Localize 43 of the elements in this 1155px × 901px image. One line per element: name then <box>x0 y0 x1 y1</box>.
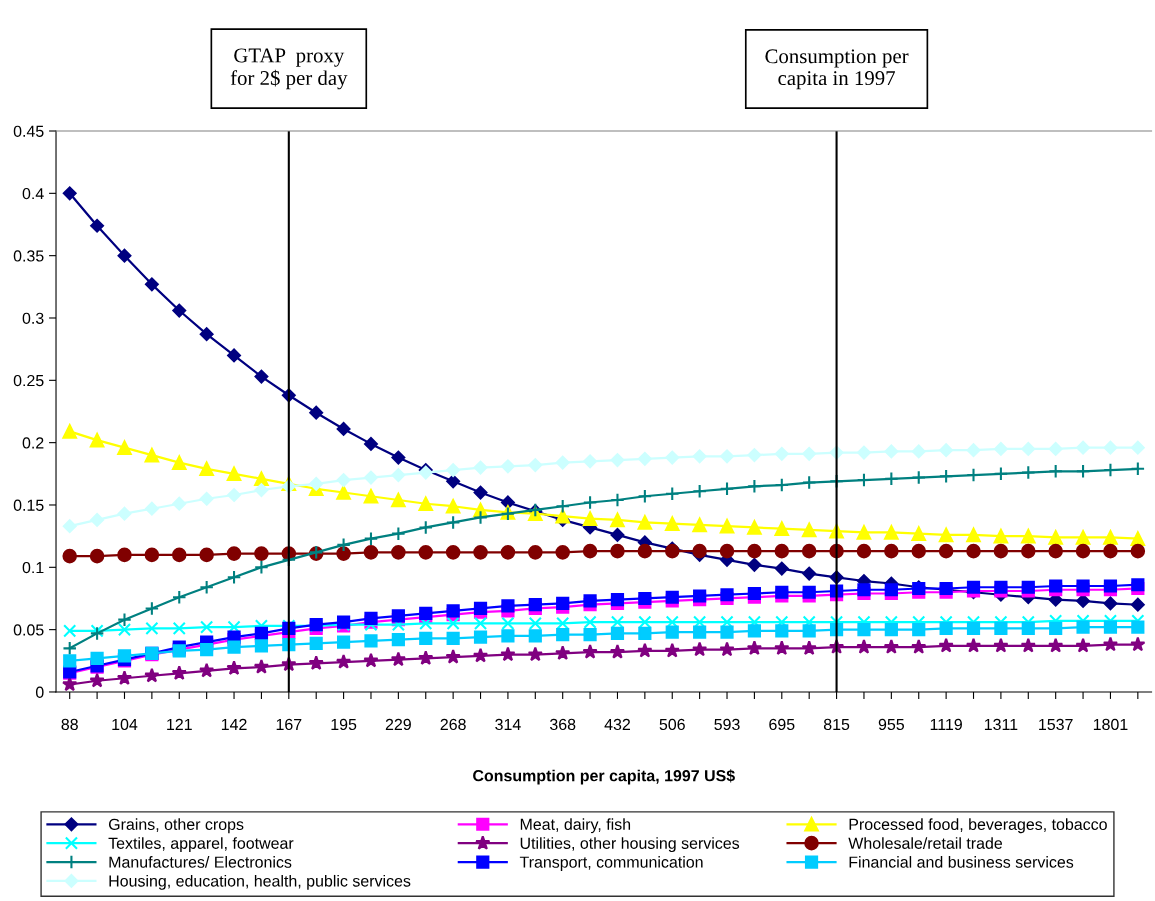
x-axis-title: Consumption per capita, 1997 US$ <box>473 769 735 785</box>
x-tick-label: 1119 <box>930 718 962 731</box>
x-tick-label: 195 <box>331 718 357 731</box>
ref-line-label: GTAP proxy for 2$ per day <box>230 48 348 90</box>
x-tick-label: 506 <box>659 718 685 731</box>
y-tick-label: 0.3 <box>22 312 44 324</box>
x-tick-label: 593 <box>714 718 740 731</box>
y-tick-label: 0.45 <box>13 125 44 137</box>
legend-label: Grains, other crops <box>108 818 244 834</box>
x-tick-label: 955 <box>878 718 905 731</box>
x-tick-label: 229 <box>385 718 411 731</box>
y-tick-label: 0.35 <box>13 250 44 262</box>
ref-line-label: Consumption per capita in 1997 <box>765 49 909 90</box>
x-tick-label: 368 <box>549 718 576 731</box>
x-tick-label: 1537 <box>1039 718 1073 731</box>
x-tick-label: 268 <box>440 718 466 731</box>
y-tick-label: 0.15 <box>13 499 44 511</box>
legend-label: Housing, education, health, public services <box>109 874 411 890</box>
x-tick-label: 1311 <box>984 718 1018 731</box>
x-tick-label: 88 <box>61 718 78 731</box>
x-tick-label: 695 <box>769 718 795 731</box>
x-tick-label: 432 <box>604 718 630 731</box>
y-tick-label: 0.1 <box>22 561 44 574</box>
y-tick-label: 0.25 <box>13 374 44 387</box>
legend-label: Textiles, apparel, footwear <box>108 837 294 853</box>
x-tick-label: 121 <box>167 718 192 730</box>
x-tick-label: 1801 <box>1093 718 1128 731</box>
y-tick-label: 0.05 <box>13 624 44 636</box>
y-tick-label: 0 <box>35 686 44 698</box>
y-tick-label: 0.4 <box>22 187 44 200</box>
legend-label: Meat, dairy, fish <box>520 818 631 834</box>
x-tick-label: 104 <box>112 718 138 731</box>
x-tick-label: 142 <box>221 718 247 730</box>
x-tick-label: 815 <box>823 718 850 731</box>
legend-label: Processed food, beverages, tobacco <box>849 818 1107 834</box>
x-tick-label: 167 <box>276 718 302 731</box>
legend-label: Wholesale/retail trade <box>848 837 1003 849</box>
legend-label: Financial and business services <box>849 856 1074 868</box>
x-tick-label: 314 <box>495 718 521 731</box>
legend-label: Utilities, other housing services <box>520 837 740 853</box>
legend-label: Transport, communication <box>519 856 703 871</box>
y-tick-label: 0.2 <box>22 437 44 449</box>
legend-label: Manufactures/ Electronics <box>109 856 292 868</box>
